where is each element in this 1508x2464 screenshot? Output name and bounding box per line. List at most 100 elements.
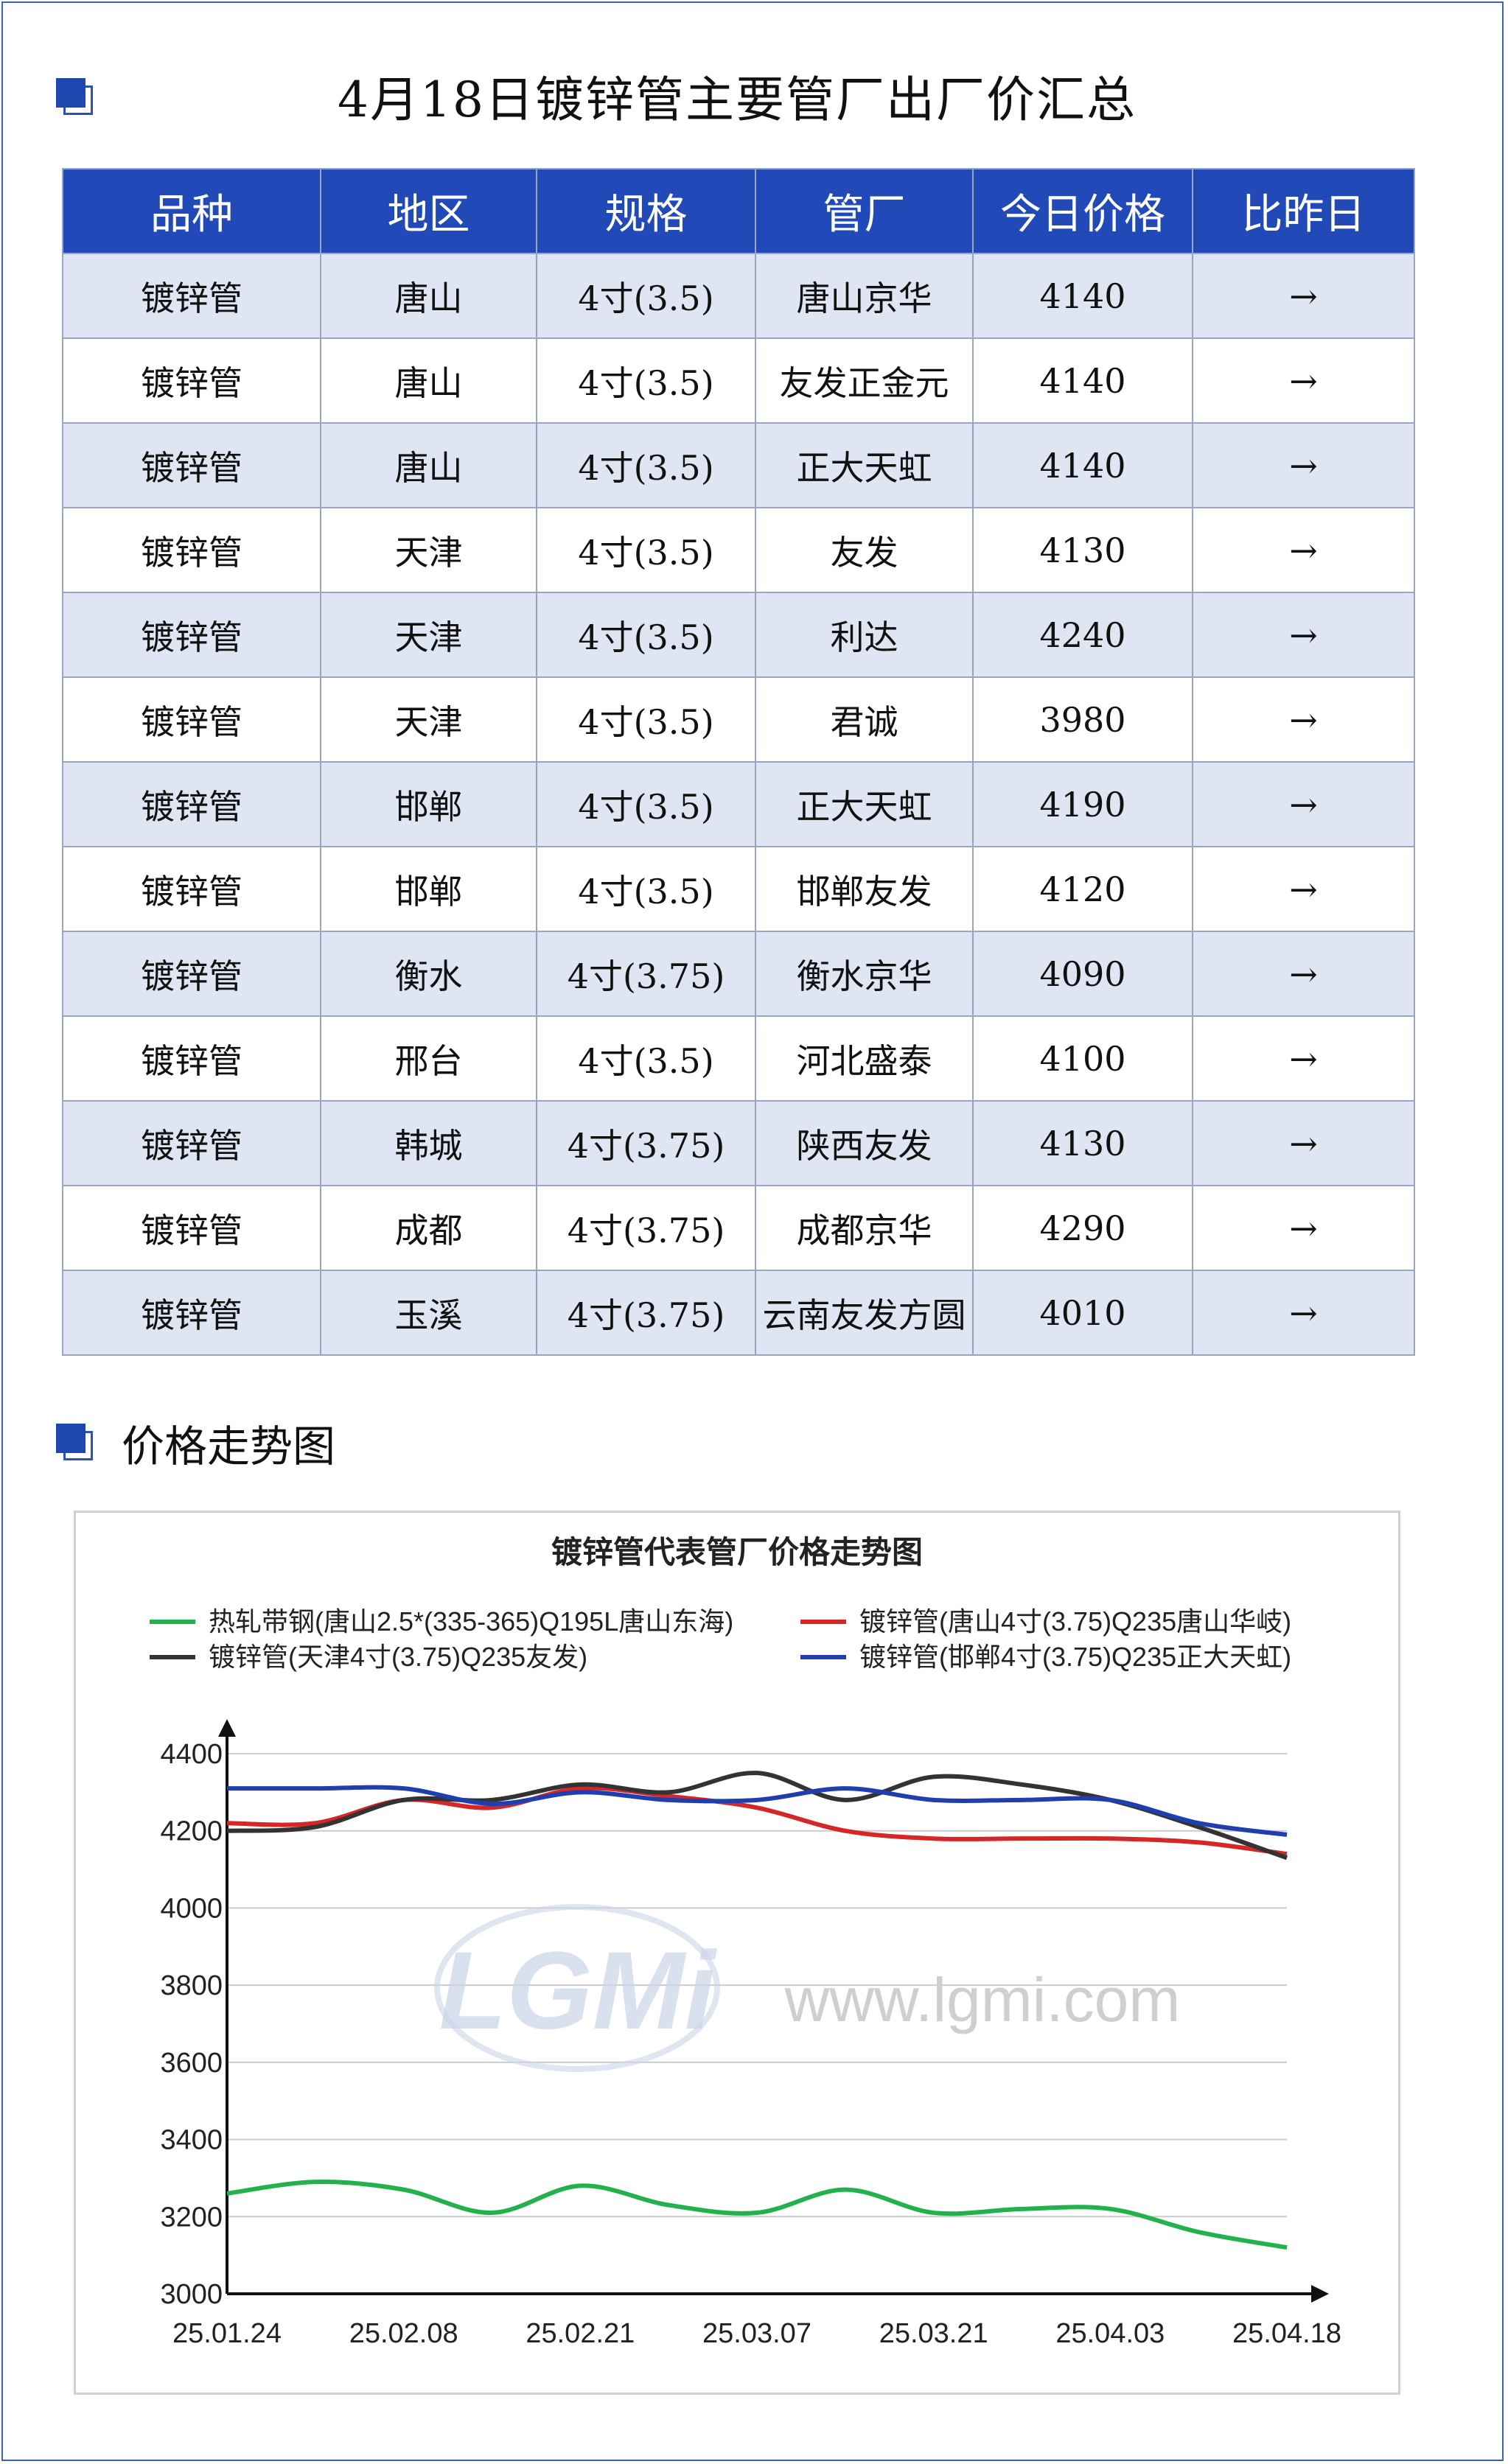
cell-region: 衡水 [320,931,537,1017]
cell-price: 4130 [972,1100,1193,1186]
column-header-region: 地区 [320,168,537,254]
column-header-variety: 品种 [62,168,321,254]
y-tick-label: 3200 [160,2202,223,2233]
cell-spec: 4寸(3.5) [536,761,756,847]
cell-spec: 4寸(3.5) [536,846,756,932]
cell-price: 4100 [972,1015,1193,1102]
cell-region: 天津 [320,592,537,678]
cell-change: → [1192,931,1415,1017]
cell-mill: 唐山京华 [755,253,974,339]
cell-variety: 镀锌管 [62,253,321,339]
cell-change: → [1192,1100,1415,1186]
cell-price: 3980 [972,676,1193,763]
cell-region: 唐山 [320,422,537,508]
table-row: 镀锌管 邯郸 4寸(3.5) 正大天虹 4190 → [62,761,1415,847]
cell-price: 4140 [972,422,1193,508]
cell-change: → [1192,1185,1415,1271]
cell-mill: 利达 [755,592,974,678]
table-row: 镀锌管 韩城 4寸(3.75) 陕西友发 4130 → [62,1100,1415,1186]
y-tick-label: 4000 [160,1893,223,1924]
cell-change: → [1192,337,1415,424]
cell-variety: 镀锌管 [62,592,321,678]
column-header-mill: 管厂 [755,168,974,254]
cell-region: 邢台 [320,1015,537,1102]
watermark-logo: LGMi [439,1928,718,2052]
section-title-trend: 价格走势图 [122,1421,336,1471]
cell-spec: 4寸(3.5) [536,253,756,339]
watermark-ring [434,1904,720,2072]
y-tick-label: 4200 [160,1816,223,1847]
y-tick-label: 3600 [160,2048,223,2079]
cell-mill: 友发正金元 [755,337,974,424]
cell-region: 玉溪 [320,1270,537,1356]
cell-variety: 镀锌管 [62,1185,321,1271]
price-table-body: 镀锌管 唐山 4寸(3.5) 唐山京华 4140 → 镀锌管 唐山 4寸(3.5) 友发正金元 41… [62,253,1415,1356]
column-header-price: 今日价格 [972,168,1193,254]
column-header-change: 比昨日 [1192,168,1415,254]
table-row: 镀锌管 邢台 4寸(3.5) 河北盛泰 4100 → [62,1015,1415,1102]
legend-label: 热轧带钢(唐山2.5*(335-365)Q195L唐山东海) [209,1606,733,1637]
cell-change: → [1192,253,1415,339]
cell-spec: 4寸(3.5) [536,676,756,763]
cell-region: 天津 [320,507,537,593]
cell-price: 4240 [972,592,1193,678]
cell-price: 4290 [972,1185,1193,1271]
column-header-spec: 规格 [536,168,756,254]
x-tick-label: 25.02.21 [526,2318,635,2349]
cell-variety: 镀锌管 [62,931,321,1017]
cell-mill: 邯郸友发 [755,846,974,932]
x-axis-arrow [1311,2285,1329,2303]
cell-mill: 君诚 [755,676,974,763]
cell-spec: 4寸(3.5) [536,507,756,593]
x-tick-label: 25.02.08 [349,2318,458,2349]
cell-change: → [1192,761,1415,847]
cell-spec: 4寸(3.75) [536,1270,756,1356]
section-square-icon [56,78,94,116]
cell-region: 邯郸 [320,846,537,932]
cell-change: → [1192,676,1415,763]
watermark-url: www.lgmi.com [784,1965,1181,2034]
cell-change: → [1192,846,1415,932]
y-tick-label: 4400 [160,1739,223,1770]
series-line-3 [227,1785,1288,1837]
cell-spec: 4寸(3.5) [536,337,756,424]
cell-price: 4140 [972,253,1193,339]
x-tick-label: 25.03.21 [879,2318,988,2349]
cell-spec: 4寸(3.75) [536,1100,756,1186]
cell-change: → [1192,1015,1415,1102]
cell-variety: 镀锌管 [62,507,321,593]
table-row: 镀锌管 天津 4寸(3.5) 君诚 3980 → [62,676,1415,763]
table-row: 镀锌管 天津 4寸(3.5) 利达 4240 → [62,592,1415,678]
x-tick-label: 25.04.03 [1055,2318,1165,2349]
cell-variety: 镀锌管 [62,846,321,932]
table-row: 镀锌管 唐山 4寸(3.5) 正大天虹 4140 → [62,422,1415,508]
cell-spec: 4寸(3.5) [536,592,756,678]
cell-variety: 镀锌管 [62,1100,321,1186]
cell-region: 唐山 [320,337,537,424]
cell-region: 邯郸 [320,761,537,847]
cell-price: 4120 [972,846,1193,932]
cell-price: 4090 [972,931,1193,1017]
cell-region: 唐山 [320,253,537,339]
cell-variety: 镀锌管 [62,422,321,508]
cell-price: 4010 [972,1270,1193,1356]
table-row: 镀锌管 成都 4寸(3.75) 成都京华 4290 → [62,1185,1415,1271]
price-table: 品种 地区 规格 管厂 今日价格 比昨日 镀锌管 唐山 4寸(3.5) 唐山京华 414… [62,168,1415,1356]
table-row: 镀锌管 唐山 4寸(3.5) 友发正金元 4140 → [62,337,1415,424]
cell-price: 4190 [972,761,1193,847]
cell-mill: 正大天虹 [755,422,974,508]
y-axis-arrow [218,1719,236,1737]
chart-title: 镀锌管代表管厂价格走势图 [551,1535,923,1569]
cell-spec: 4寸(3.75) [536,931,756,1017]
cell-change: → [1192,507,1415,593]
cell-variety: 镀锌管 [62,676,321,763]
cell-variety: 镀锌管 [62,1015,321,1102]
cell-region: 天津 [320,676,537,763]
table-row: 镀锌管 邯郸 4寸(3.5) 邯郸友发 4120 → [62,846,1415,932]
x-tick-label: 25.04.18 [1232,2318,1341,2349]
cell-mill: 正大天虹 [755,761,974,847]
cell-mill: 成都京华 [755,1185,974,1271]
page-title: 4月18日镀锌管主要管厂出厂价汇总 [338,71,1137,128]
legend-label: 镀锌管(邯郸4寸(3.75)Q235正大天虹) [859,1642,1291,1672]
